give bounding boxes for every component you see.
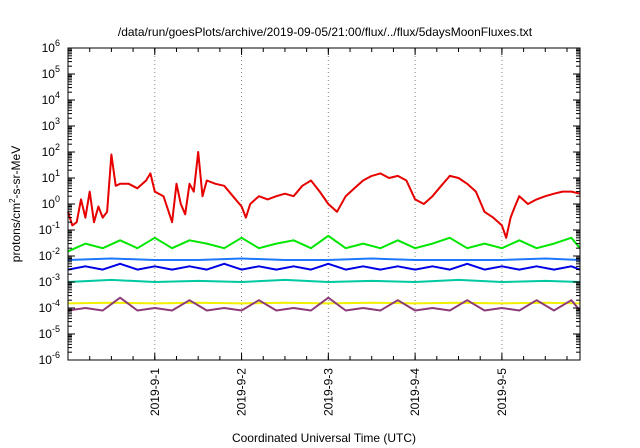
- y-tick-label: 106: [42, 38, 60, 55]
- series-line-5: [67, 278, 581, 283]
- series-line-2: [67, 234, 581, 253]
- y-tick-label: 10-4: [39, 298, 60, 315]
- series-line-6: [67, 301, 581, 305]
- y-tick-label: 10-2: [39, 246, 60, 263]
- y-tick-label: 105: [42, 64, 60, 81]
- y-tick-label: 101: [42, 168, 60, 185]
- x-tick-label: 2019-9-4: [408, 368, 422, 416]
- x-tick-label: 2019-9-3: [321, 368, 335, 416]
- y-tick-label: 104: [42, 90, 60, 107]
- series-line-4: [67, 262, 581, 271]
- y-axis-label: protons/cm2-s-sr-MeV: [8, 146, 23, 262]
- y-tick-label: 10-1: [39, 220, 60, 237]
- y-tick-label: 100: [42, 194, 60, 211]
- x-tick-label: 2019-9-5: [495, 368, 509, 416]
- y-tick-label: 10-3: [39, 272, 60, 289]
- y-axis: 10-6 10-5 10-4 10-3 10-2 10-1 100 101 102 103 104 1…: [39, 38, 580, 367]
- series-line-7: [67, 296, 581, 312]
- plot-frame: [67, 47, 581, 361]
- y-tick-label: 10-6: [39, 350, 60, 367]
- x-axis-label: Coordinated Universal Time (UTC): [232, 431, 416, 445]
- chart-title: /data/run/goesPlots/archive/2019-09-05/2…: [118, 25, 533, 39]
- x-tick-label: 2019-9-2: [235, 368, 249, 416]
- y-tick-label: 10-5: [39, 324, 60, 341]
- series-group: [67, 151, 581, 312]
- y-tick-label: 102: [42, 142, 60, 159]
- x-tick-label: 2019-9-1: [148, 368, 162, 416]
- y-tick-label: 103: [42, 116, 60, 133]
- series-line-3: [67, 257, 581, 261]
- x-axis: 2019-9-1 2019-9-2 2019-9-3 2019-9-4 2019-9-5: [67, 48, 568, 416]
- series-line-1: [67, 151, 581, 239]
